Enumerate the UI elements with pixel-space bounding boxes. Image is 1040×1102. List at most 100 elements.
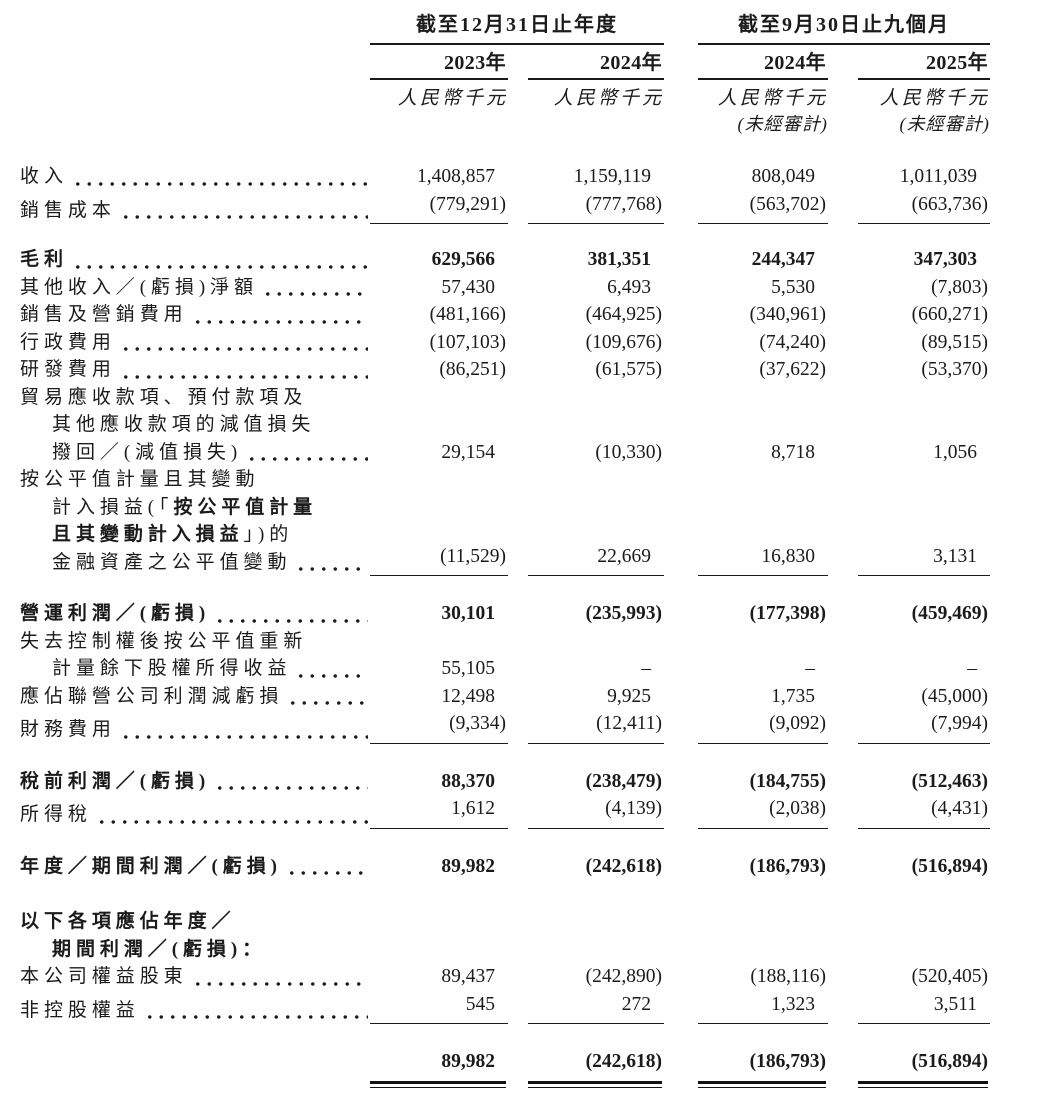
value-cell-operating-profit-col3: (177,398) (698, 600, 828, 628)
value-cell-selling-marketing-expenses-col3: (340,961) (698, 301, 828, 329)
dot-leader (295, 565, 368, 571)
value-cell-profit-for-period-col1: 89,982 (370, 853, 508, 881)
unit-label: 人民幣千元 (879, 88, 990, 109)
row-label-income-tax: 所得稅 (20, 801, 370, 829)
value-cell-fvtpl-fair-value-change-col2: 22,669 (528, 543, 664, 576)
dot-leader (119, 345, 368, 351)
unit-label: 人民幣千元 (717, 88, 828, 109)
row-label-finance-costs: 財務費用 (20, 716, 370, 744)
row-label-text: 財務費用 (20, 719, 116, 740)
value-text: (242,890) (585, 966, 662, 987)
row-label-text: 本公司權益股東 (20, 966, 188, 987)
value-cell-gross-profit-col1: 629,566 (370, 246, 508, 274)
value-text: 9,925 (607, 685, 651, 707)
value-cell-equity-shareholders-col3: (188,116) (698, 963, 828, 991)
dot-leader (262, 290, 368, 296)
unit-label: 人民幣千元 (397, 88, 508, 109)
section-gap (20, 880, 1010, 908)
value-text: 1,011,039 (899, 166, 977, 187)
row-label-gross-profit: 毛利 (20, 246, 370, 274)
value-cell-rnd-expenses-col1: (86,251) (370, 356, 508, 384)
value-cell-share-of-associates-col3: 1,735 (698, 683, 828, 711)
value-cell-impairment-reversal-col2: (10,330) (528, 439, 664, 467)
value-text: (184,755) (749, 770, 826, 792)
value-text: 8,718 (771, 441, 815, 463)
value-cell-finance-costs-col3: (9,092) (698, 710, 828, 744)
row-label-text: 收入 (20, 166, 68, 187)
value-cell-revenue-col2: 1,159,119 (528, 163, 664, 191)
value-cell-selling-marketing-expenses-col1: (481,166) (370, 301, 508, 329)
value-text: (660,271) (911, 304, 988, 325)
value-text: (238,479) (585, 770, 662, 792)
row-label-text: 銷售成本 (20, 199, 116, 221)
dot-leader (71, 179, 368, 186)
value-text: (186,793) (749, 1051, 826, 1072)
dot-leader (285, 869, 368, 875)
column-header-year-2024-9m: 2024年 (698, 45, 828, 80)
value-text: 1,408,857 (417, 166, 495, 187)
value-text: (459,469) (911, 603, 988, 624)
value-cell-admin-expenses-col4: (89,515) (858, 329, 990, 357)
value-cell-rnd-expenses-col4: (53,370) (858, 356, 990, 384)
value-text: (45,000) (921, 685, 988, 707)
value-cell-profit-before-tax-col3: (184,755) (698, 768, 828, 796)
value-cell-other-income-net-col1: 57,430 (370, 274, 508, 302)
value-cell-income-tax-col4: (4,431) (858, 795, 990, 829)
value-text: 6,493 (607, 276, 651, 298)
value-cell-cost-of-sales-col2: (777,768) (528, 191, 664, 224)
dot-leader (119, 372, 368, 379)
dot-leader (214, 784, 368, 790)
value-cell-gross-profit-col4: 347,303 (858, 246, 990, 274)
value-text: 1,056 (933, 441, 977, 463)
value-text: (481,166) (429, 304, 506, 325)
table-row-share-of-associates: 應佔聯營公司利潤減虧損 12,498 9,925 1,735 (45,000) (20, 683, 1010, 711)
table-body: 收入 1,408,857 1,159,119 808,049 1,011,039 銷售成本… (20, 163, 1010, 1088)
double-rule (698, 1080, 826, 1088)
table-row-profit-for-period: 年度／期間利潤／(虧損) 89,982 (242,618) (186,793) (516… (20, 853, 1010, 881)
row-label-text: 銷售及營銷費用 (20, 304, 188, 325)
value-cell-finance-costs-col2: (12,411) (528, 710, 664, 744)
dot-leader (287, 699, 368, 705)
value-cell-impairment-reversal-col1: 29,154 (370, 439, 508, 467)
value-text: 3,511 (933, 993, 977, 1015)
dot-leader (119, 213, 368, 219)
financial-statement-table: 截至12月31日止年度 截至9月30日止九個月 2023年 2024年 2024… (20, 12, 1010, 1088)
unit-header-row: 人民幣千元 人民幣千元 人民幣千元 人民幣千元 (20, 80, 1010, 111)
value-text: 381,351 (587, 249, 651, 270)
table-row-equity-shareholders: 本公司權益股東 89,437 (242,890) (188,116) (520,405) (20, 963, 1010, 991)
table-row-non-controlling-interests: 非控股權益 545 272 1,323 3,511 (20, 991, 1010, 1024)
value-cell-fvtpl-fair-value-change-col3: 16,830 (698, 543, 828, 576)
section-gap (20, 829, 1010, 853)
table-row-attributable-header: 以下各項應佔年度／ 期間利潤／(虧損)： (20, 908, 1010, 963)
row-label-selling-marketing-expenses: 銷售及營銷費用 (20, 301, 370, 329)
dot-leader (143, 1013, 368, 1019)
row-label-revenue: 收入 (20, 163, 370, 191)
row-label-text: 期間利潤／(虧損)： (52, 938, 267, 960)
value-text: (89,515) (921, 331, 988, 353)
value-text: (4,431) (931, 798, 988, 819)
table-row-revenue: 收入 1,408,857 1,159,119 808,049 1,011,039 (20, 163, 1010, 191)
table-row-impairment-reversal: 貿易應收款項、預付款項及 其他應收款項的減值損失 撥回／(減值損失) 29,154 (1… (20, 384, 1010, 467)
row-label-rnd-expenses: 研發費用 (20, 356, 370, 384)
row-label-equity-shareholders: 本公司權益股東 (20, 963, 370, 991)
row-label-text: 其他應收款項的減值損失 (52, 414, 316, 435)
value-text: 244,347 (751, 249, 815, 270)
table-row-gross-profit: 毛利 629,566 381,351 244,347 347,303 (20, 246, 1010, 274)
value-cell-cost-of-sales-col1: (779,291) (370, 191, 508, 224)
value-text: (177,398) (749, 603, 826, 624)
value-cell-income-tax-col3: (2,038) (698, 795, 828, 829)
value-cell-rnd-expenses-col2: (61,575) (528, 356, 664, 384)
year-header-row: 2023年 2024年 2024年 2025年 (20, 45, 1010, 80)
row-label-cost-of-sales: 銷售成本 (20, 197, 370, 225)
section-gap (20, 224, 1010, 246)
value-cell-profit-for-period-col4: (516,894) (858, 853, 990, 881)
value-cell-operating-profit-col4: (459,469) (858, 600, 990, 628)
value-cell-admin-expenses-col3: (74,240) (698, 329, 828, 357)
value-text: 89,982 (441, 1051, 495, 1072)
value-cell-cost-of-sales-col4: (663,736) (858, 191, 990, 224)
value-cell-income-tax-col2: (4,139) (528, 795, 664, 829)
value-cell-revenue-col3: 808,049 (698, 163, 828, 191)
value-text: (340,961) (749, 304, 826, 325)
note-header-row: (未經審計) (未經審計) (20, 111, 1010, 137)
row-label-text: 毛利 (20, 249, 68, 270)
